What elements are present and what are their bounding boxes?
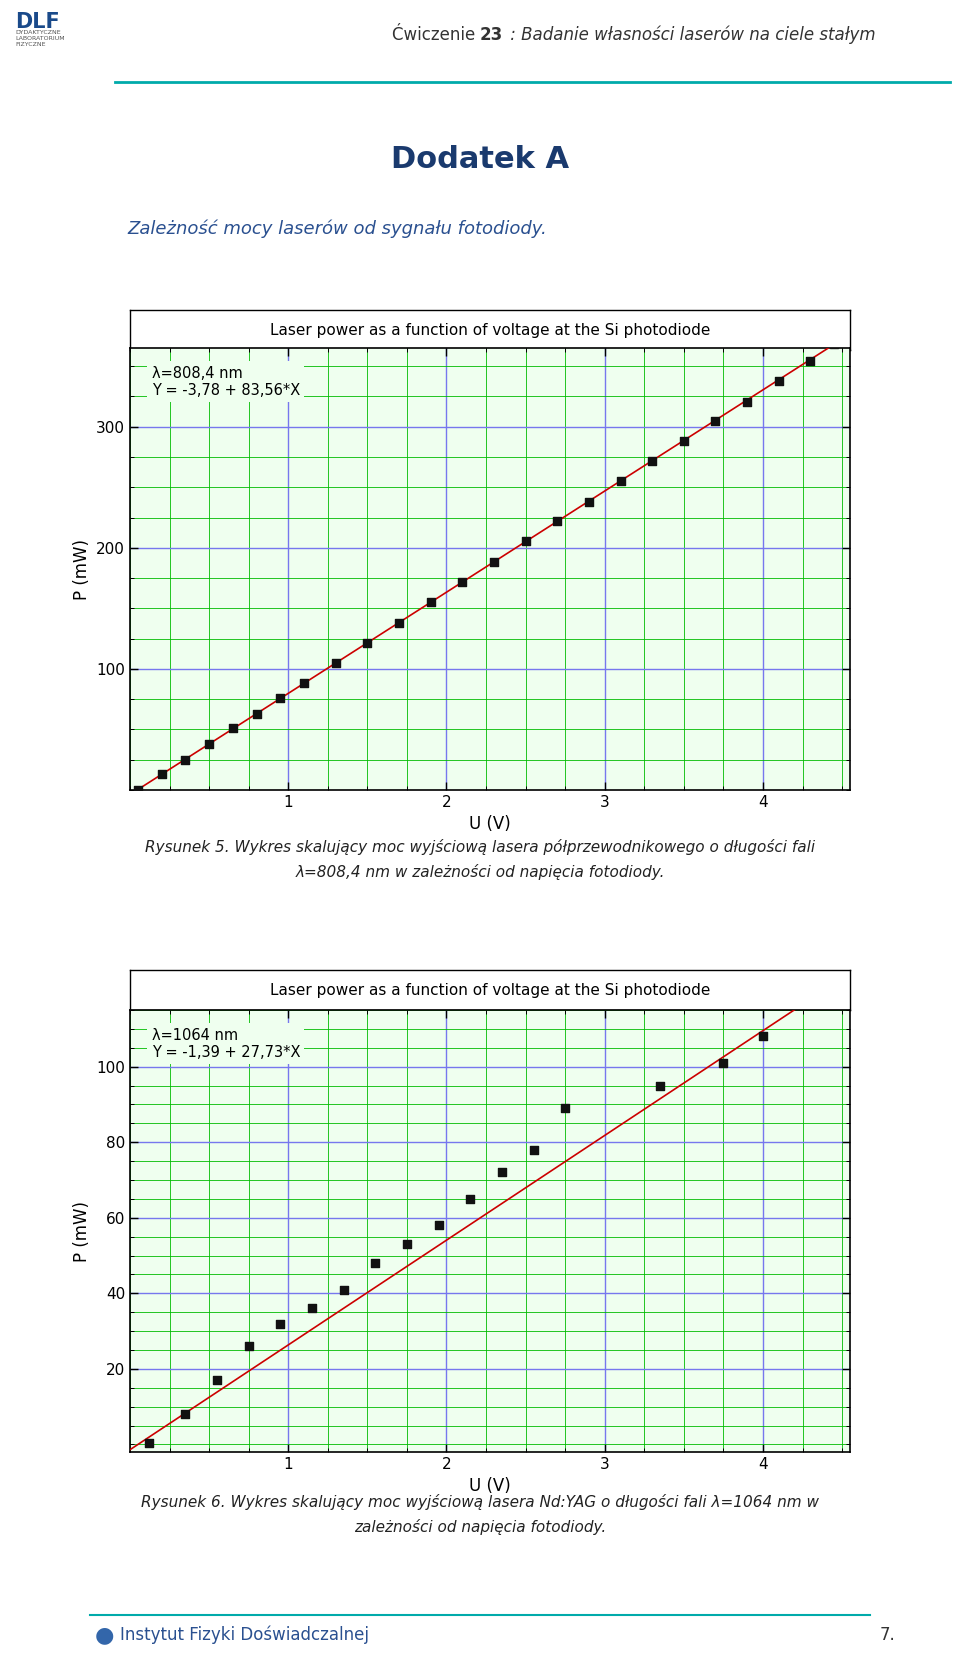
Text: Instytut Fizyki Doświadczalnej: Instytut Fizyki Doświadczalnej (120, 1627, 369, 1645)
Point (226, 716, 241, 742)
Text: Zależność mocy laserów od sygnału fotodiody.: Zależność mocy laserów od sygnału fotodi… (127, 220, 547, 238)
Point (368, 1250, 383, 1276)
Text: Dodatek A: Dodatek A (391, 145, 569, 175)
Text: λ=808,4 nm
Y = -3,78 + 83,56*X: λ=808,4 nm Y = -3,78 + 83,56*X (152, 365, 300, 398)
Point (141, 1430, 156, 1456)
Point (487, 549, 502, 575)
Y-axis label: P (mW): P (mW) (73, 1200, 90, 1261)
Text: : Badanie własności laserów na ciele stałym: : Badanie własności laserów na ciele sta… (505, 26, 876, 45)
Point (392, 610, 407, 636)
Point (423, 588, 439, 615)
Point (154, 760, 169, 787)
Point (612, 468, 628, 494)
Point (297, 669, 312, 696)
Point (304, 1296, 320, 1322)
Point (249, 701, 264, 727)
Text: Rysunek 6. Wykres skalujący moc wyjściową lasera Nd:YAG o długości fali λ=1064 n: Rysunek 6. Wykres skalujący moc wyjściow… (141, 1494, 819, 1509)
Point (209, 1367, 225, 1393)
Point (549, 507, 564, 534)
Point (360, 630, 375, 656)
Y-axis label: P (mW): P (mW) (73, 539, 90, 600)
Point (771, 367, 786, 393)
Text: λ=1064 nm
Y = -1,39 + 27,73*X: λ=1064 nm Y = -1,39 + 27,73*X (152, 1028, 300, 1060)
Point (202, 731, 217, 757)
Point (526, 1137, 541, 1164)
Point (273, 1311, 288, 1337)
Point (827, 331, 842, 357)
Point (803, 349, 818, 375)
Point (455, 569, 470, 595)
Point (518, 527, 534, 554)
Point (644, 448, 660, 474)
Point (708, 407, 723, 433)
Text: Laser power as a function of voltage at the Si photodiode: Laser power as a function of voltage at … (270, 982, 710, 997)
X-axis label: U (V): U (V) (469, 1478, 511, 1496)
Text: Laser power as a function of voltage at the Si photodiode: Laser power as a function of voltage at … (270, 322, 710, 337)
Text: 23: 23 (480, 26, 503, 45)
Point (739, 388, 755, 415)
Point (463, 1185, 478, 1212)
Text: Ćwiczenie: Ćwiczenie (392, 26, 480, 45)
Point (494, 1159, 510, 1185)
Point (581, 489, 596, 516)
Text: FIZYCZNE: FIZYCZNE (15, 41, 45, 46)
Text: Rysunek 5. Wykres skalujący moc wyjściową lasera półprzewodnikowego o długości f: Rysunek 5. Wykres skalujący moc wyjściow… (145, 838, 815, 855)
Text: LABORATORIUM: LABORATORIUM (15, 36, 64, 41)
Text: λ=808,4 nm w zależności od napięcia fotodiody.: λ=808,4 nm w zależności od napięcia foto… (296, 865, 664, 879)
Text: DYDAKTYCZNE: DYDAKTYCZNE (15, 30, 60, 35)
Point (676, 428, 691, 455)
Point (653, 1073, 668, 1099)
Text: ●: ● (95, 1625, 114, 1645)
Point (756, 1023, 771, 1050)
Point (336, 1276, 351, 1303)
Text: zależności od napięcia fotodiody.: zależności od napięcia fotodiody. (354, 1519, 606, 1536)
Point (273, 684, 288, 711)
Text: DLF: DLF (15, 12, 60, 31)
Point (328, 650, 344, 676)
Text: 7.: 7. (880, 1627, 896, 1645)
Point (431, 1212, 446, 1238)
Point (716, 1050, 732, 1076)
X-axis label: U (V): U (V) (469, 815, 511, 833)
Point (178, 1402, 193, 1428)
Point (131, 777, 146, 803)
Point (241, 1332, 256, 1359)
Point (558, 1094, 573, 1121)
Point (178, 747, 193, 774)
Point (399, 1231, 415, 1258)
